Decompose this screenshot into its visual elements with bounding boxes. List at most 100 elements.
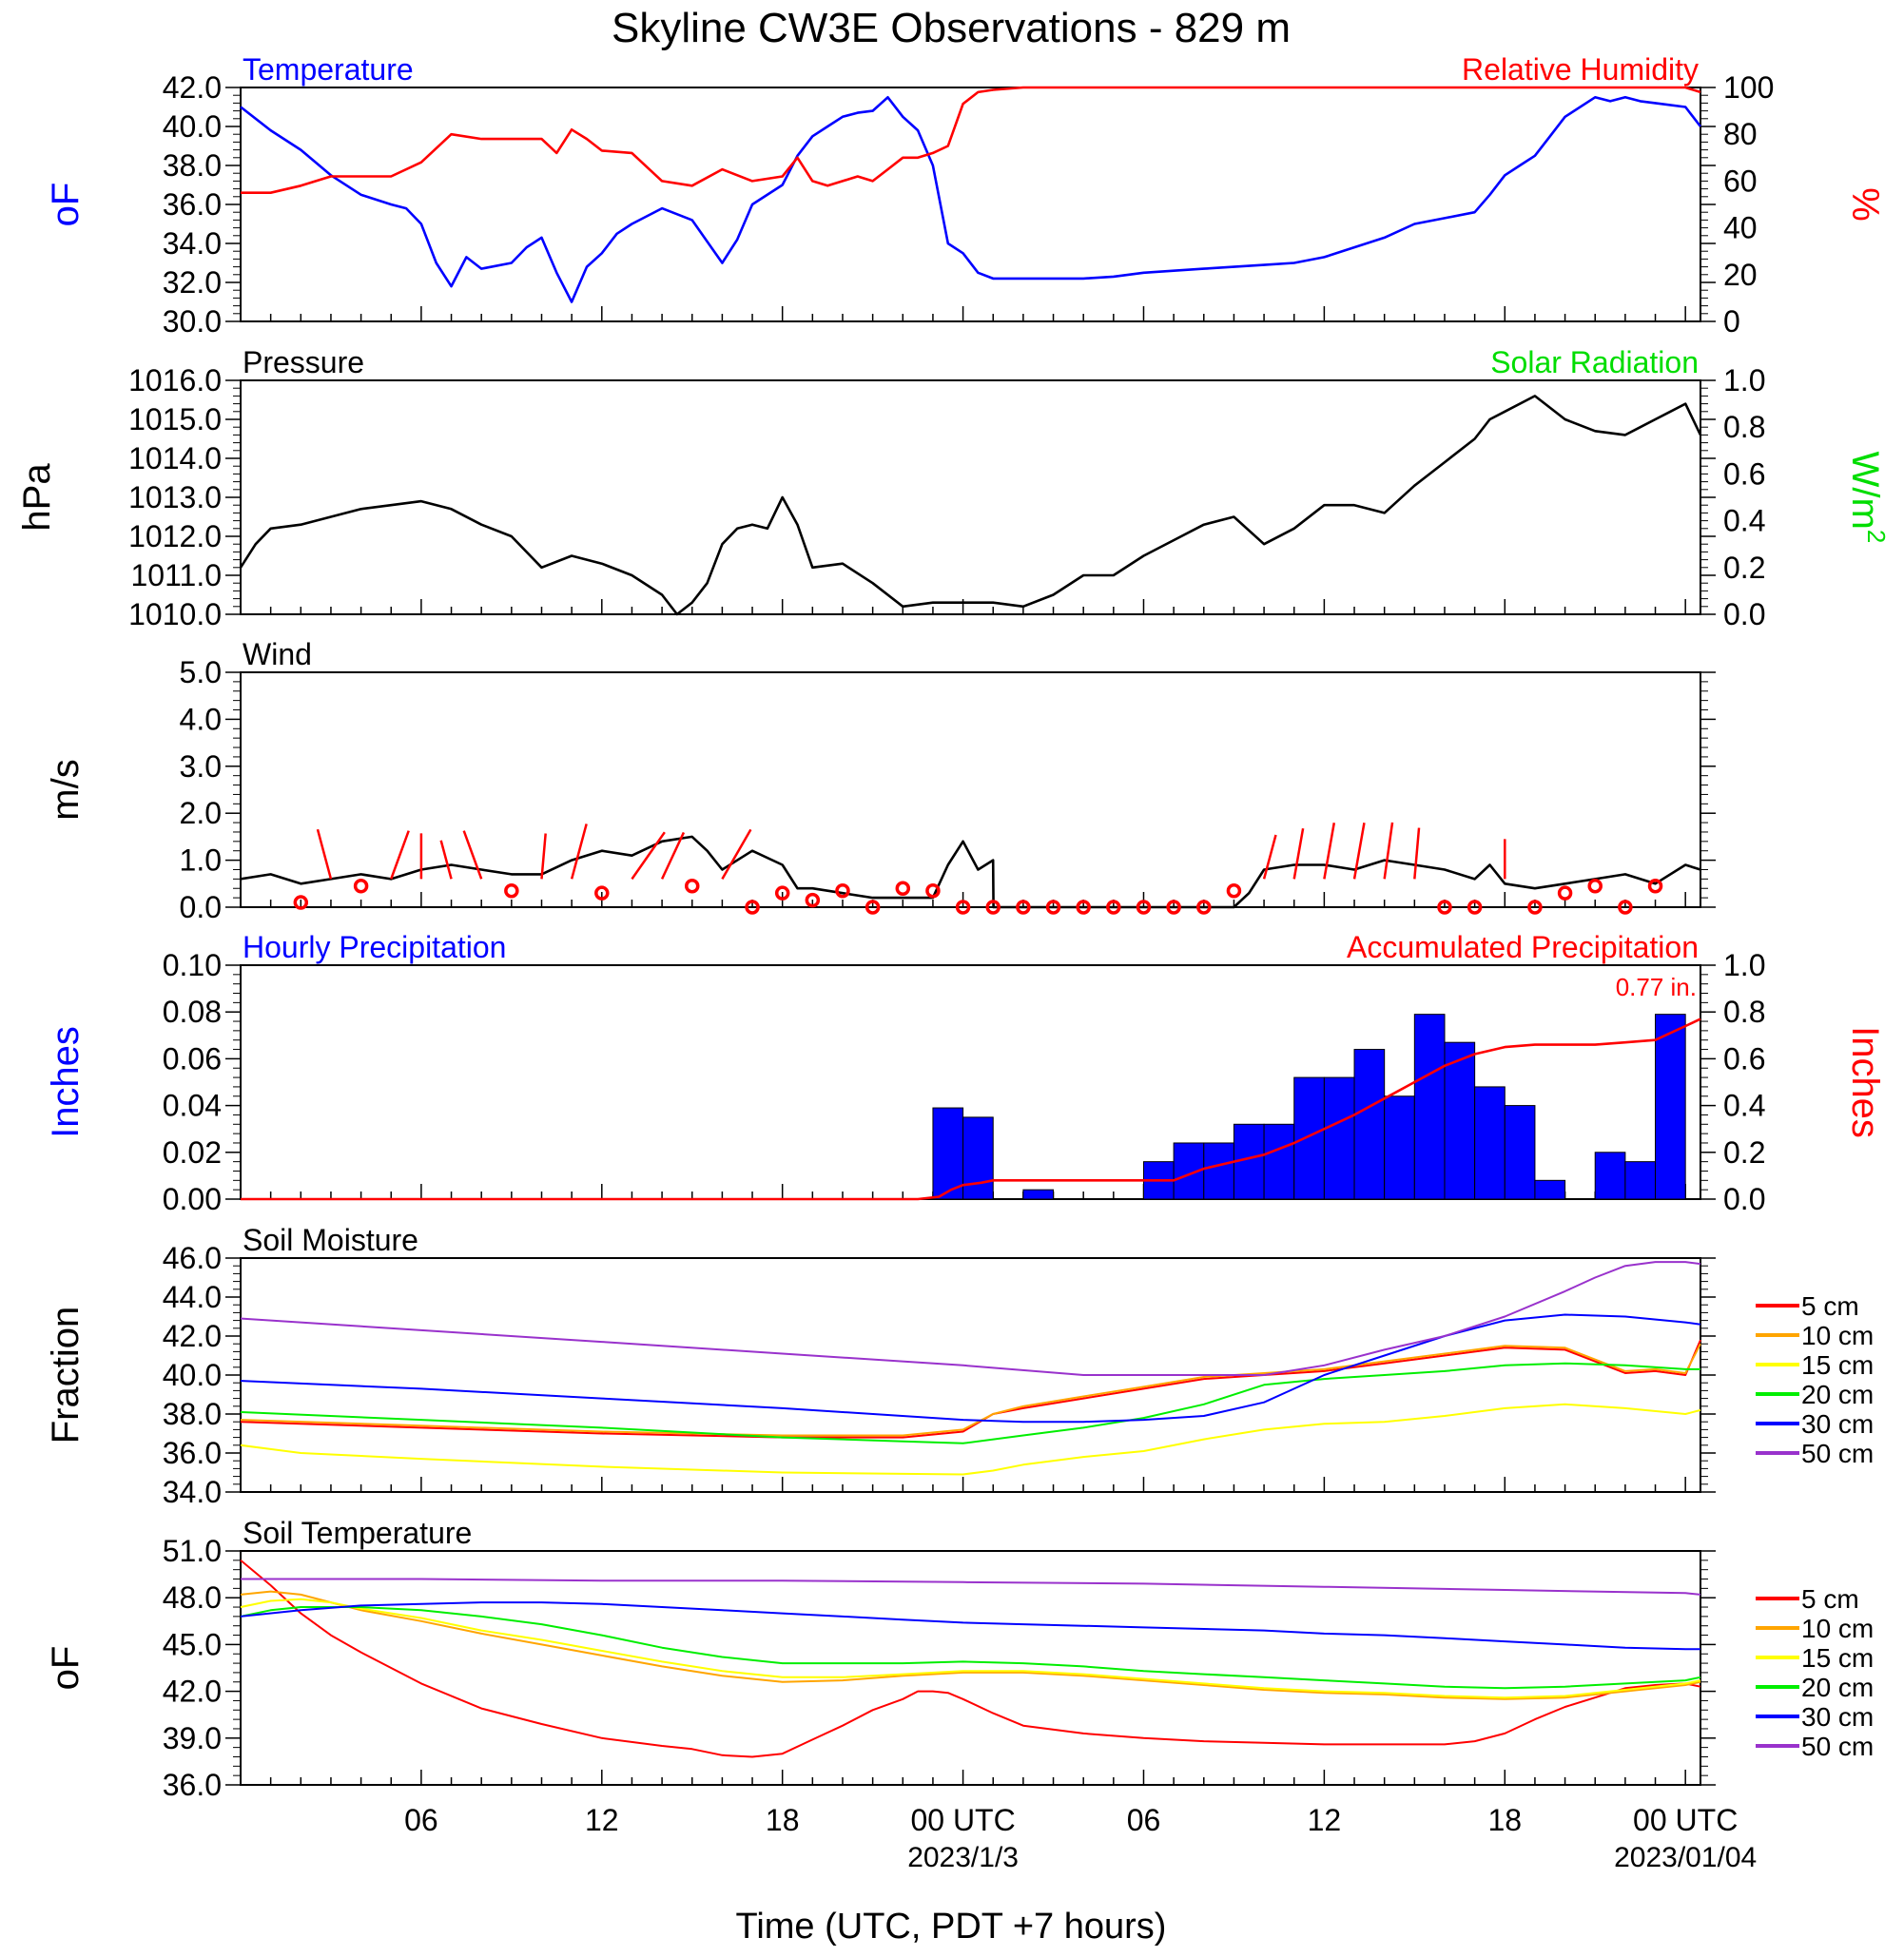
y-left-tick-label: 4.0	[180, 702, 222, 736]
wind-calm-marker	[865, 900, 881, 915]
y-left-tick-label: 36.0	[163, 187, 222, 222]
y-right-tick-label: 60	[1723, 164, 1758, 198]
legend-label: 5 cm	[1801, 1291, 1859, 1321]
series-line-0	[240, 96, 1702, 303]
legend-label: 50 cm	[1801, 1732, 1874, 1761]
wind-calm-marker	[1587, 879, 1603, 894]
y-right-tick-label: 80	[1723, 117, 1758, 151]
wind-calm-marker	[1467, 900, 1483, 915]
x-tick-label: 06	[404, 1803, 438, 1837]
y-left-tick-label: 51.0	[163, 1534, 222, 1568]
precip-bar	[1323, 1076, 1355, 1200]
wind-calm-marker	[1226, 882, 1242, 899]
y-right-tick-label: 0	[1723, 304, 1740, 339]
y-right-title-text: Inches	[1844, 1026, 1886, 1138]
x-tick-label: 12	[1308, 1803, 1342, 1837]
y-left-tick-label: 39.0	[163, 1721, 222, 1755]
series-line-3	[240, 1606, 1701, 1690]
y-right-tick-label: 0.0	[1723, 1182, 1765, 1216]
y-right-tick-label: 0.6	[1723, 1041, 1765, 1075]
y-left-tick-label: 0.10	[163, 948, 222, 982]
series-line-0	[240, 835, 1701, 909]
y-left-tick-label: 42.0	[163, 1319, 222, 1353]
wind-calm-marker	[1618, 900, 1633, 915]
panel-title-left: Pressure	[243, 345, 364, 379]
wind-barb	[1413, 827, 1421, 880]
y-right-tick-label: 1.0	[1723, 363, 1765, 397]
panel-1: 1010.0 1011.0 1012.0 1013.0 1014.0 1015.0 1016…	[16, 345, 1891, 631]
y-right-tick-label: 0.4	[1723, 1089, 1765, 1123]
x-tick-label: 00 UTC	[1633, 1803, 1738, 1837]
wind-calm-marker	[1076, 900, 1091, 915]
x-ticks	[240, 599, 1686, 614]
wind-calm-marker	[1016, 900, 1031, 915]
wind-calm-marker	[684, 879, 700, 894]
y-left-tick-label: 42.0	[163, 1675, 222, 1709]
series-line-0	[241, 1017, 1701, 1201]
x-axis: 06 12 18 00 UTC 06 12 18 00 UTC 2023/1/3 2023/01/…	[404, 1803, 1757, 1873]
y-right-tick-label: 0.8	[1723, 995, 1765, 1029]
panels: 30.0 32.0 34.0 36.0 38.0 40.0 42.0 0 20 40 60 80 100…	[16, 52, 1891, 1802]
legend-label: 20 cm	[1801, 1380, 1874, 1409]
panel-title-right: Relative Humidity	[1462, 52, 1699, 87]
wind-barb	[540, 833, 547, 880]
precip-bar	[1624, 1161, 1657, 1200]
precip-bar	[1474, 1086, 1506, 1200]
y-left-tick-label: 0.08	[163, 995, 222, 1029]
panel-title-right: Accumulated Precipitation	[1347, 930, 1699, 964]
precip-bar	[1594, 1152, 1626, 1200]
y-right-tick-label: 100	[1723, 70, 1774, 105]
y-left-tick-label: 48.0	[163, 1580, 222, 1615]
wind-calm-marker	[985, 900, 1001, 915]
x-tick-label: 18	[766, 1803, 800, 1837]
y-left-tick-label: 40.0	[163, 109, 222, 144]
precip-bar	[932, 1107, 964, 1200]
wind-calm-marker	[925, 882, 941, 899]
x-date-label: 2023/1/3	[907, 1842, 1019, 1873]
legend-label: 30 cm	[1801, 1409, 1874, 1439]
x-tick-label: 12	[585, 1803, 619, 1837]
wind-calm-marker	[895, 881, 911, 896]
legend-label: 10 cm	[1801, 1614, 1874, 1643]
y-left-tick-label: 1011.0	[131, 558, 223, 592]
y-left-tick-label: 0.04	[163, 1089, 222, 1123]
y-right-title-text: %	[1844, 187, 1886, 222]
wind-barb	[439, 840, 453, 880]
y-left-tick-label: 1012.0	[128, 519, 222, 553]
precip-bar	[1384, 1095, 1415, 1200]
wind-calm-marker	[1647, 879, 1663, 894]
y-left-tick-label: 40.0	[163, 1358, 222, 1392]
series-line-1	[240, 1343, 1701, 1437]
series-line-0	[239, 395, 1702, 616]
wind-calm-marker	[835, 882, 850, 899]
series-line-0	[240, 1560, 1701, 1758]
wind-barb-group	[293, 822, 1663, 915]
wind-barb	[316, 828, 333, 880]
y-right-title: %	[1844, 187, 1886, 222]
y-left-tick-label: 1010.0	[128, 597, 222, 631]
y-left-tick-label: 0.0	[180, 890, 222, 924]
y-right-title-text: W/m	[1844, 452, 1886, 530]
y-left-title: oF	[45, 183, 87, 227]
wind-calm-marker	[1106, 900, 1121, 915]
wind-barb	[660, 831, 686, 880]
precip-bar	[1655, 1014, 1686, 1200]
panel-title-left: Hourly Precipitation	[243, 930, 506, 964]
wind-barb	[721, 828, 752, 880]
series-line-1	[241, 86, 1701, 194]
y-left-title: oF	[45, 1646, 87, 1691]
wind-calm-marker	[745, 900, 760, 915]
panel-title-left: Soil Moisture	[243, 1223, 418, 1257]
wind-barb	[631, 831, 666, 881]
panel-4: 34.0 36.0 38.0 40.0 42.0 44.0 46.0 Soil Moistur…	[45, 1223, 1874, 1509]
wind-calm-marker	[594, 885, 610, 901]
panel-0: 30.0 32.0 34.0 36.0 38.0 40.0 42.0 0 20 40 60 80 100…	[45, 52, 1886, 339]
wind-barb	[390, 830, 410, 880]
precip-bar	[1263, 1123, 1295, 1200]
y-left-tick-label: 0.02	[163, 1135, 222, 1170]
plot-frame	[240, 1550, 1701, 1786]
y-left-tick-label: 34.0	[163, 1475, 222, 1509]
